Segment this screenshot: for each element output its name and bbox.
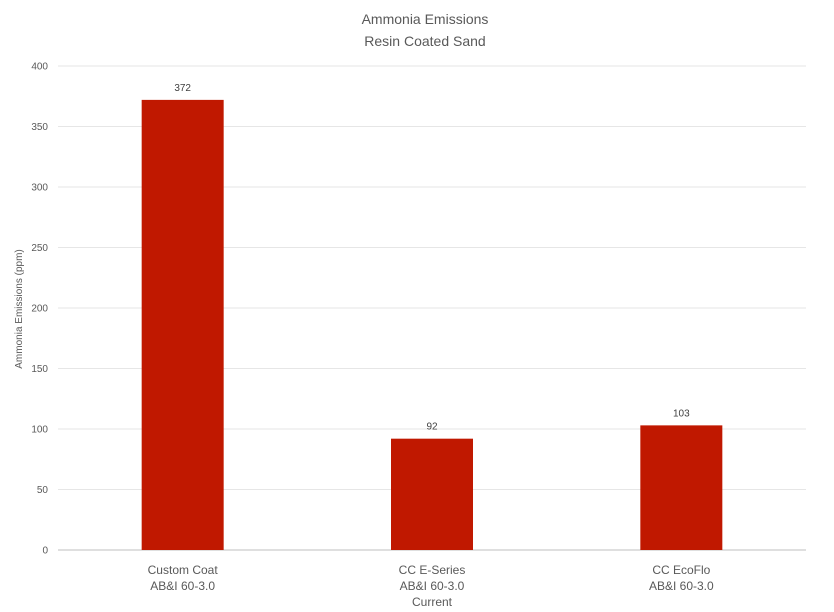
x-tick-label: Custom Coat	[148, 563, 219, 577]
data-label: 372	[174, 83, 191, 94]
bar	[391, 438, 473, 550]
x-axis-ticks: Custom Coat AB&I 60-3.0 CC E-Series AB&I 60…	[148, 563, 714, 609]
chart-title: Ammonia Emissions	[362, 11, 489, 27]
y-axis-ticks: 0 50 100 150 200 250 300 350 400	[31, 62, 48, 557]
y-tick-label: 400	[31, 62, 48, 73]
y-tick-label: 250	[31, 243, 48, 254]
x-tick-label: Current	[412, 595, 453, 609]
y-tick-label: 350	[31, 122, 48, 133]
x-tick-label: CC EcoFlo	[652, 563, 710, 577]
bars	[141, 99, 723, 550]
y-axis-title: Ammonia Emissions (ppm)	[14, 249, 25, 368]
x-tick-label: AB&I 60-3.0	[649, 579, 714, 593]
y-tick-label: 100	[31, 425, 48, 436]
y-tick-label: 300	[31, 183, 48, 194]
bar	[141, 99, 224, 550]
y-tick-label: 200	[31, 304, 48, 315]
x-tick-label: AB&I 60-3.0	[400, 579, 465, 593]
data-label: 103	[673, 408, 690, 419]
bar	[640, 425, 723, 550]
y-tick-label: 150	[31, 364, 48, 375]
data-label: 92	[426, 422, 438, 433]
chart-subtitle: Resin Coated Sand	[364, 33, 485, 49]
x-tick-label: AB&I 60-3.0	[150, 579, 215, 593]
y-tick-label: 0	[42, 546, 48, 557]
x-tick-label: CC E-Series	[399, 563, 466, 577]
data-labels: 372 92 103	[174, 83, 690, 433]
y-tick-label: 50	[37, 485, 49, 496]
